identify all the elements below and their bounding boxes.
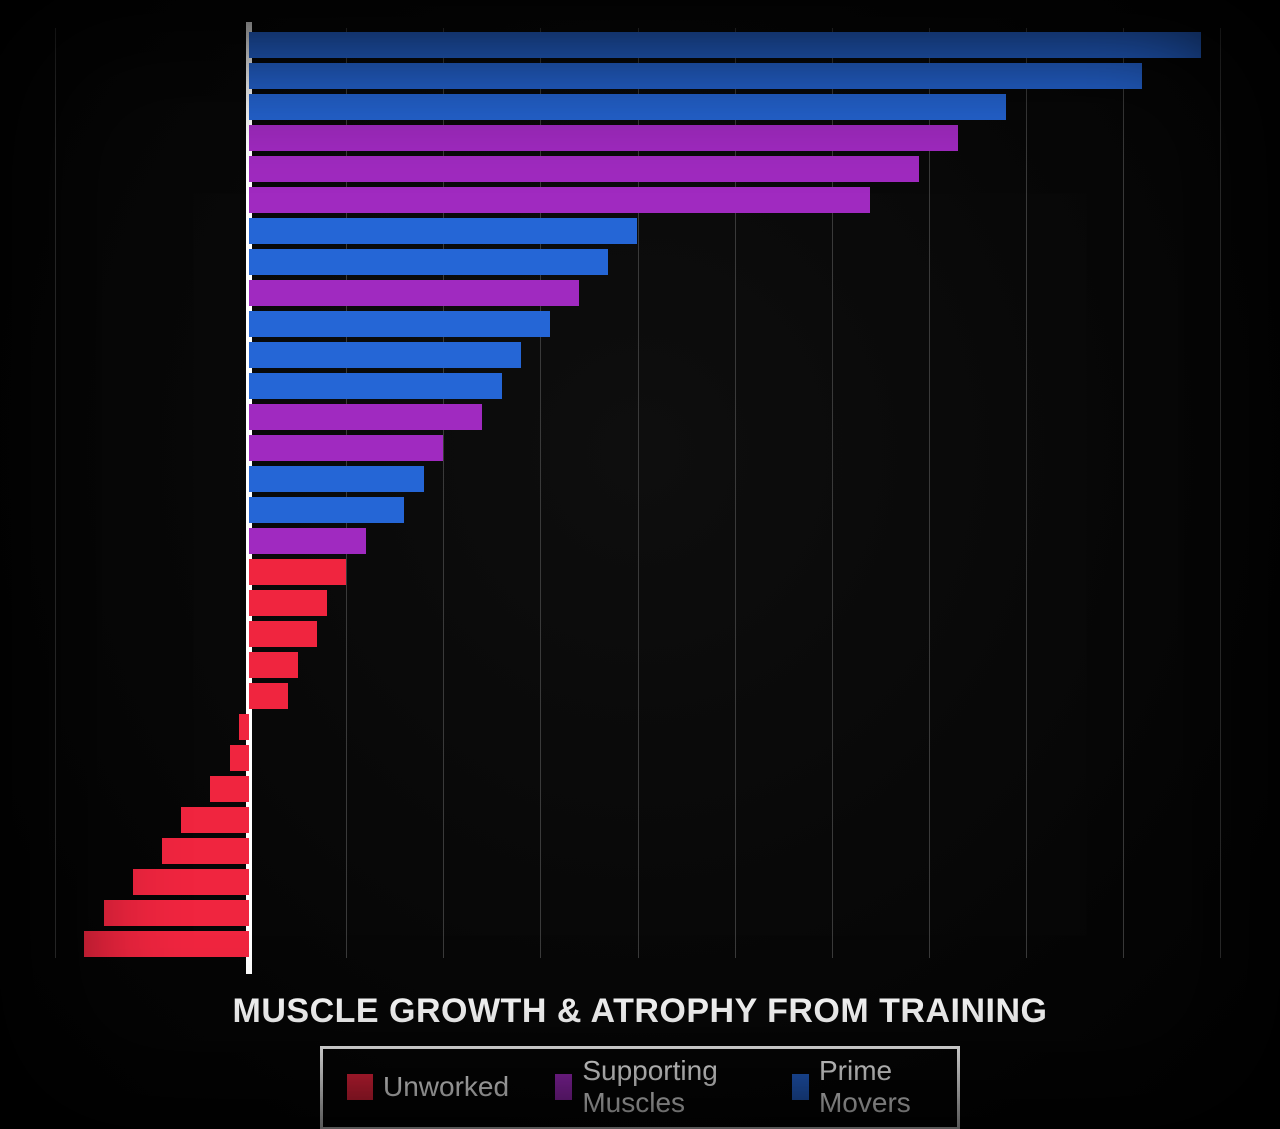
bar xyxy=(181,807,249,833)
gridline xyxy=(1220,28,1221,958)
chart-title: MUSCLE GROWTH & ATROPHY FROM TRAINING xyxy=(0,992,1280,1031)
bar xyxy=(104,900,250,926)
legend-label-supporting: Supporting Muscles xyxy=(582,1055,745,1119)
bar xyxy=(249,311,550,337)
bar xyxy=(230,745,249,771)
legend-swatch-unworked xyxy=(347,1074,373,1100)
legend-item-prime: Prime Movers xyxy=(792,1055,933,1119)
bar xyxy=(249,590,327,616)
legend-item-unworked: Unworked xyxy=(347,1071,509,1103)
legend: Unworked Supporting Muscles Prime Movers xyxy=(320,1046,960,1129)
legend-label-prime: Prime Movers xyxy=(819,1055,933,1119)
bar xyxy=(249,404,482,430)
bar xyxy=(249,156,919,182)
bar xyxy=(249,466,424,492)
bar xyxy=(133,869,250,895)
bar xyxy=(249,652,298,678)
bar xyxy=(249,342,521,368)
bar xyxy=(84,931,249,957)
bar xyxy=(249,497,404,523)
bars-layer xyxy=(55,28,1220,958)
plot-area xyxy=(55,28,1220,958)
bar xyxy=(249,559,346,585)
bar xyxy=(249,32,1200,58)
bar xyxy=(162,838,249,864)
bar xyxy=(210,776,249,802)
legend-swatch-prime xyxy=(792,1074,809,1100)
bar xyxy=(239,714,249,740)
bar xyxy=(249,435,443,461)
bar xyxy=(249,125,958,151)
bar xyxy=(249,621,317,647)
bar xyxy=(249,683,288,709)
legend-swatch-supporting xyxy=(555,1074,572,1100)
legend-item-supporting: Supporting Muscles xyxy=(555,1055,746,1119)
bar xyxy=(249,218,637,244)
chart-frame: MUSCLE GROWTH & ATROPHY FROM TRAINING Un… xyxy=(0,0,1280,1129)
bar xyxy=(249,373,501,399)
bar xyxy=(249,528,366,554)
legend-label-unworked: Unworked xyxy=(383,1071,509,1103)
bar xyxy=(249,280,579,306)
bar xyxy=(249,63,1142,89)
bar xyxy=(249,94,1006,120)
bar xyxy=(249,249,608,275)
bar xyxy=(249,187,870,213)
